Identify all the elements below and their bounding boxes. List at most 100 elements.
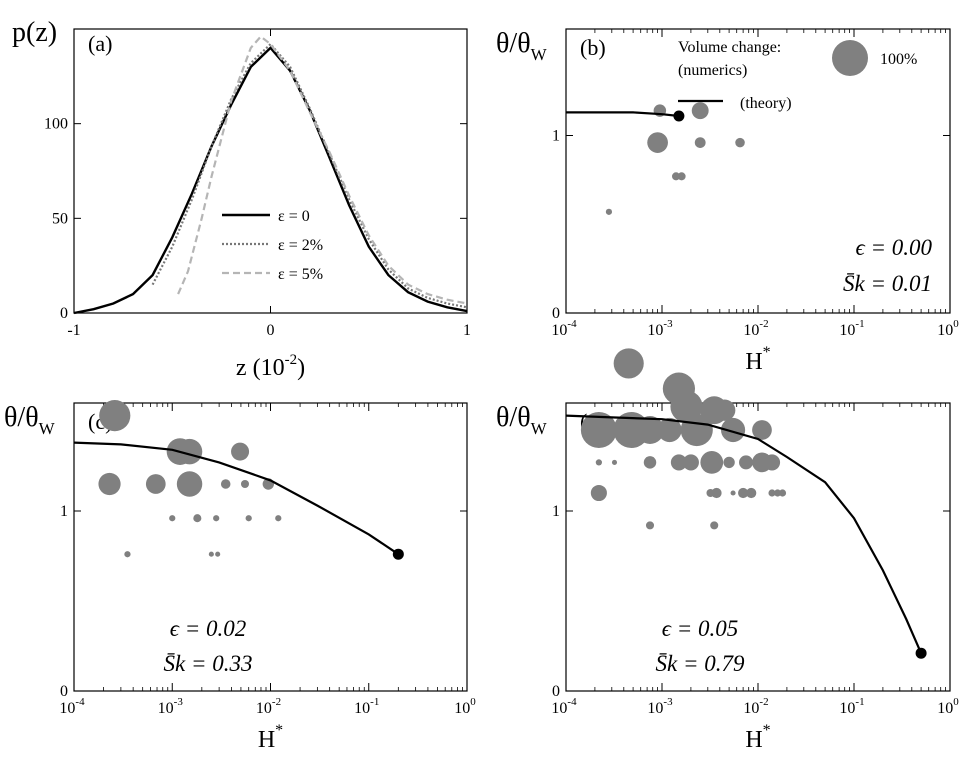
data-bubble [721, 417, 746, 443]
data-bubble [657, 417, 682, 443]
data-bubble [643, 456, 657, 469]
legend-size-label: 100% [880, 51, 917, 68]
epsilon-annotation: ϵ = 0.05 [662, 616, 739, 641]
data-bubble [124, 551, 131, 558]
x-tick-exponent: -4 [75, 696, 85, 708]
x-tick-label: 10-4 [551, 318, 577, 339]
x-tick-exponent: -3 [174, 696, 184, 708]
x-tick-exponent: -2 [272, 696, 281, 708]
data-bubble [672, 172, 681, 181]
y-tick-label: 0 [60, 683, 68, 700]
data-bubble [636, 416, 664, 444]
x-axis-title-close: ) [297, 355, 305, 381]
data-bubble [714, 399, 736, 421]
data-bubble [145, 474, 166, 494]
data-bubble [220, 479, 231, 489]
theory-curve [73, 441, 399, 556]
data-bubble [680, 413, 713, 447]
data-bubble [605, 208, 613, 215]
data-bubble [176, 471, 203, 497]
data-bubble [723, 456, 735, 469]
y-axis-title-subscript: W [39, 419, 56, 438]
x-axis-title-superscript: * [763, 722, 771, 739]
data-bubble [738, 487, 749, 499]
legend-label: ε = 5% [278, 266, 323, 283]
x-tick-label: 100 [454, 696, 476, 717]
data-bubble [694, 137, 706, 149]
data-bubble [710, 521, 719, 530]
x-tick-label: 10-2 [743, 318, 768, 339]
x-tick-label: 10-2 [256, 696, 281, 717]
x-tick-label: 10-4 [551, 696, 577, 717]
x-tick-exponent: -1 [370, 696, 379, 708]
legend-bubble [832, 40, 868, 76]
y-axis-title: θ/θW [496, 402, 548, 438]
x-tick-label: 100 [937, 318, 959, 339]
skewness-annotation: S̄k = 0.79 [656, 651, 745, 676]
legend-label: ε = 0 [278, 208, 310, 225]
data-bubble [580, 412, 617, 448]
data-bubble [99, 400, 131, 432]
x-tick-label: 10-3 [647, 696, 673, 717]
data-bubble [590, 484, 607, 502]
data-bubble [611, 459, 618, 465]
epsilon-annotation: ϵ = 0.02 [170, 616, 247, 641]
data-bubble [98, 472, 121, 496]
data-bubble [691, 102, 709, 120]
x-tick-exponent: -4 [567, 696, 577, 708]
data-bubble [193, 514, 202, 523]
epsilon-annotation: ϵ = 0.00 [855, 235, 932, 260]
theory-endpoint [915, 647, 927, 659]
y-axis-title: θ/θW [496, 28, 548, 64]
x-tick-exponent: 0 [953, 696, 959, 708]
x-tick-exponent: -2 [759, 318, 768, 330]
data-bubble [647, 132, 668, 153]
skewness-annotation: S̄k = 0.01 [843, 271, 932, 296]
theory-endpoint [392, 548, 404, 560]
data-bubble [768, 489, 776, 497]
theory-curve [565, 414, 923, 654]
x-tick-exponent: -1 [855, 696, 864, 708]
x-tick-exponent: 0 [470, 696, 476, 708]
y-tick-label: 0 [552, 683, 560, 700]
legend-theory-label: (theory) [740, 95, 792, 112]
y-tick-label: 1 [60, 503, 68, 520]
series-line [151, 42, 468, 309]
data-bubble [677, 172, 686, 181]
x-tick-label: 10-3 [158, 696, 184, 717]
data-bubble [169, 515, 176, 522]
data-bubble [735, 137, 745, 148]
y-axis-title-subscript: W [531, 45, 548, 64]
y-tick-label: 0 [552, 305, 560, 322]
x-tick-label: 10-1 [839, 696, 864, 717]
x-tick-exponent: -3 [663, 696, 673, 708]
data-bubble [670, 454, 687, 471]
data-bubble [275, 515, 282, 522]
x-tick-label: 10-4 [59, 696, 85, 717]
data-bubble [213, 515, 220, 522]
data-bubble [245, 515, 252, 522]
y-tick-label: 0 [60, 305, 68, 322]
x-axis-title-superscript: * [763, 344, 771, 361]
data-bubble [700, 451, 724, 474]
x-tick-exponent: -4 [567, 318, 577, 330]
series-line [73, 46, 468, 315]
x-tick-exponent: -3 [663, 318, 673, 330]
data-bubble [778, 489, 787, 497]
x-tick-label: 100 [937, 696, 959, 717]
x-tick-label: -1 [67, 322, 80, 339]
data-bubble [711, 487, 722, 499]
data-bubble [240, 479, 250, 489]
skewness-annotation: S̄k = 0.33 [164, 651, 253, 676]
x-axis-title-superscript: * [275, 722, 283, 739]
panel-label: (b) [580, 35, 606, 60]
data-bubble [613, 348, 644, 379]
legend-numerics-label-2: (numerics) [678, 62, 747, 79]
x-axis-title: z (10-2) [236, 352, 305, 381]
x-axis-title: H* [745, 344, 770, 375]
